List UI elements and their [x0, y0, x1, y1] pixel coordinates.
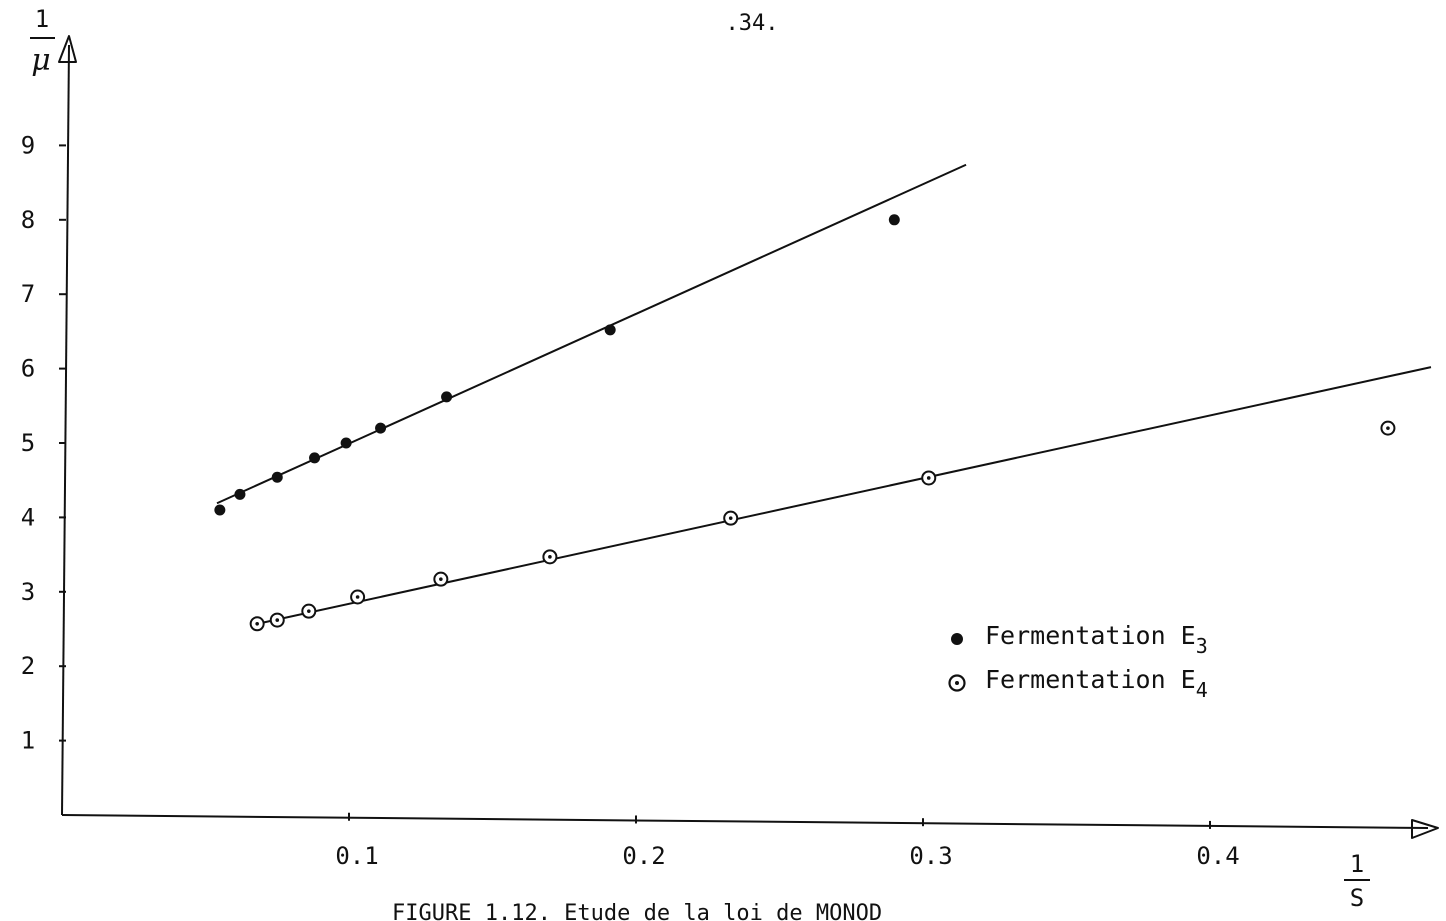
- data-point-e4-dot: [728, 516, 733, 520]
- legend-label-e4: Fermentation E4: [985, 665, 1208, 702]
- y-axis-label-denominator: μ: [31, 43, 51, 78]
- page-number: .34.: [726, 11, 779, 36]
- x-tick-label: 0.3: [909, 842, 952, 870]
- data-points: [214, 214, 1396, 632]
- figure-caption: FIGURE 1.12. Etude de la loi de MONOD: [392, 901, 882, 921]
- data-point-e4: [433, 571, 449, 587]
- y-tick-label: 1: [21, 727, 35, 755]
- data-point-e3: [271, 471, 283, 483]
- y-axis-label: 1 μ: [30, 5, 55, 78]
- x-tick-label: 0.1: [335, 842, 378, 870]
- data-point-e3: [888, 214, 900, 226]
- data-point-e4: [542, 549, 558, 565]
- legend-label-e4-base: Fermentation E: [985, 665, 1196, 694]
- data-point-e3: [309, 452, 321, 464]
- data-point-e3: [340, 437, 352, 449]
- legend-marker-open-icon: [948, 674, 966, 692]
- legend-label-e3-base: Fermentation E: [985, 621, 1196, 650]
- y-tick-label: 6: [21, 355, 35, 383]
- data-point-e3: [234, 488, 246, 500]
- data-point-e4-dot: [275, 618, 280, 622]
- y-tick-label: 9: [21, 131, 35, 159]
- x-axis-line: [61, 814, 1429, 829]
- data-point-e3: [375, 422, 387, 434]
- data-point-e4: [301, 603, 317, 619]
- y-tick-label: 8: [21, 206, 35, 234]
- x-axis-label-denominator: S: [1350, 884, 1364, 912]
- data-point-e4: [723, 510, 739, 526]
- data-point-e4: [269, 612, 285, 628]
- legend: Fermentation E3 Fermentation E4: [948, 621, 1208, 702]
- data-point-e4-dot: [307, 609, 311, 613]
- x-axis-arrow-icon: [1411, 819, 1439, 839]
- fit-line-series-1: [216, 163, 967, 505]
- axes: [58, 35, 1439, 839]
- legend-label-e3: Fermentation E3: [985, 621, 1208, 658]
- data-point-e4-dot: [439, 577, 443, 581]
- data-point-e4-dot: [255, 621, 259, 626]
- y-tick-label: 2: [21, 652, 35, 680]
- x-axis-label: 1 S: [1344, 850, 1370, 912]
- data-point-e4: [249, 616, 265, 632]
- data-point-e3: [214, 504, 226, 516]
- data-point-e3: [604, 324, 616, 336]
- data-point-e4-dot: [548, 555, 552, 559]
- y-axis-label-numerator: 1: [35, 5, 49, 33]
- legend-label-e3-sub: 3: [1196, 634, 1208, 658]
- data-point-e4: [921, 470, 937, 486]
- y-axis-arrow-icon: [58, 35, 77, 63]
- x-tick-label: 0.2: [622, 842, 665, 870]
- data-point-e3: [441, 391, 453, 403]
- y-axis-line: [61, 44, 70, 816]
- legend-marker-open-dot-icon: [955, 681, 959, 685]
- x-axis-label-numerator: 1: [1350, 850, 1364, 878]
- data-point-e4-dot: [1386, 426, 1390, 430]
- fit-line-series-2: [254, 366, 1432, 626]
- data-point-e4-dot: [926, 476, 931, 480]
- data-point-e4: [350, 589, 366, 605]
- y-tick-label: 7: [21, 280, 35, 308]
- data-point-e4: [1380, 420, 1396, 436]
- y-tick-label: 3: [21, 578, 35, 606]
- y-tick-label: 4: [21, 503, 35, 531]
- legend-label-e4-sub: 4: [1196, 678, 1208, 702]
- fit-lines: [216, 163, 1432, 626]
- ticks: 1 2 3 4 5 6 7 8 9 0.1 0.2 0.3 0.4: [21, 131, 1240, 870]
- y-tick-label: 5: [21, 429, 35, 457]
- x-tick-label: 0.4: [1196, 842, 1239, 870]
- legend-marker-filled-icon: [951, 633, 963, 645]
- data-point-e4-dot: [355, 595, 360, 599]
